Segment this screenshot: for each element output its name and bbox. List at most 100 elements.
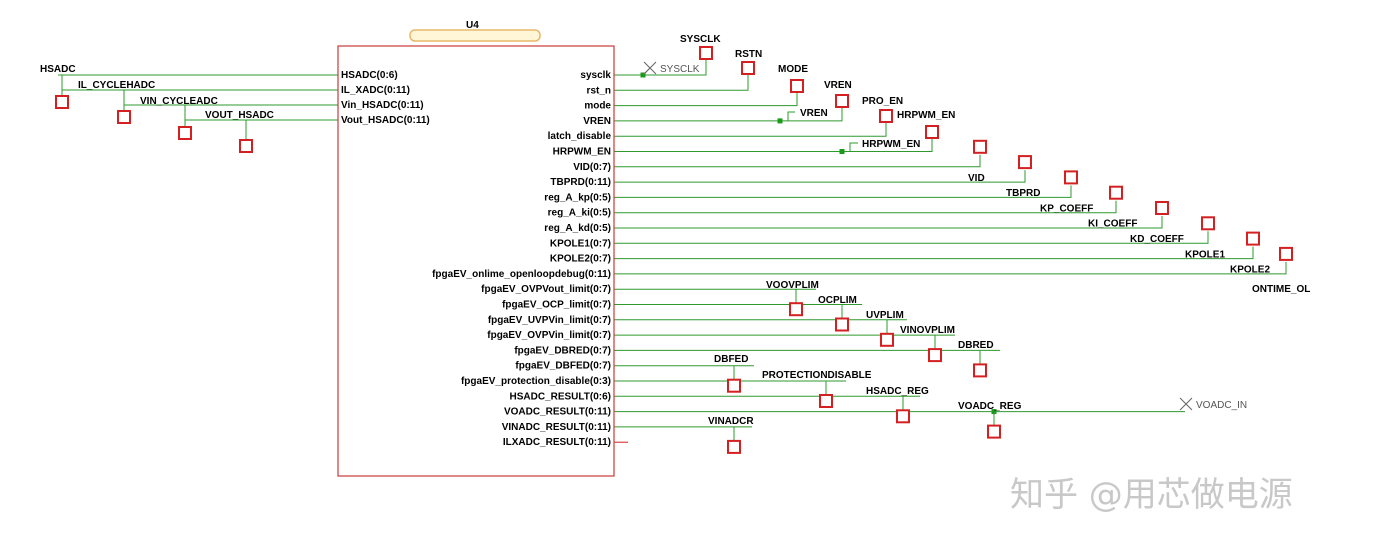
net-label-vid: VID (968, 173, 985, 184)
net-label-sysclk: SYSCLK (680, 34, 721, 45)
net-label-tbprd: TBPRD (1006, 188, 1040, 199)
component-ref: U4 (466, 20, 479, 31)
pin-label-out-16: fpgaEV_UVPVin_limit(0:7) (488, 315, 611, 326)
wire-right-9 (614, 200, 1117, 214)
pin-label-out-14: fpgaEV_OVPVout_limit(0:7) (481, 284, 611, 295)
port-vid[interactable] (973, 139, 987, 154)
wire-latch (614, 122, 887, 137)
net-label-mode: MODE (778, 64, 808, 75)
port-hsadc-reg[interactable] (896, 409, 910, 424)
offpage-vren: VREN (800, 108, 828, 119)
net-label-ki_coeff: KI_COEFF (1088, 219, 1137, 230)
offpage-sysclk: SYSCLK (660, 64, 700, 75)
port-vinadcr[interactable] (727, 439, 741, 454)
port-kpole1[interactable] (1201, 216, 1215, 231)
pin-label-out-24: ILXADC_RESULT(0:11) (503, 437, 611, 448)
net-label-kpole1: KPOLE1 (1185, 249, 1225, 260)
port-vren[interactable] (835, 94, 849, 108)
pin-label-out-11: KPOLE1(0:7) (550, 238, 611, 249)
port-kpole2[interactable] (1246, 231, 1260, 246)
wire-vren (614, 107, 843, 122)
pin-label-out-17: fpgaEV_OVPVin_limit(0:7) (487, 330, 611, 341)
pin-label-out-7: TBPRD(0:11) (550, 177, 611, 188)
net-label-uvplim: UVPLIM (866, 310, 904, 321)
port-voadc-reg[interactable] (987, 424, 1001, 439)
port-ki_coeff[interactable] (1109, 185, 1123, 200)
pin-label-out-19: fpgaEV_DBFED(0:7) (515, 361, 611, 372)
offpage-hrpwm: HRPWM_EN (862, 139, 920, 150)
net-label-kpole2: KPOLE2 (1230, 265, 1270, 276)
noconnect-voadc-in (1179, 397, 1193, 411)
net-label-vout_hsadc: VOUT_HSADC (205, 110, 274, 121)
port-pro-en[interactable] (879, 109, 893, 123)
wire-hrpwm-offpage (849, 142, 858, 152)
net-label-dbred: DBRED (958, 340, 994, 351)
net-label-vin_cycleadc: VIN_CYCLEADC (140, 96, 218, 107)
junction-vren (777, 118, 783, 124)
pin-label-out-22: VOADC_RESULT(0:11) (504, 407, 611, 418)
pin-label-out-23: VINADC_RESULT(0:11) (502, 422, 611, 433)
port-ocplim[interactable] (835, 317, 849, 332)
wire-vren-offpage (787, 111, 795, 121)
pin-label-out-0: sysclk (580, 70, 611, 81)
port-hsadc[interactable] (55, 95, 69, 109)
port-sysclk[interactable] (699, 46, 713, 60)
net-label-rstn: RSTN (735, 49, 762, 60)
net-label-kd_coeff: KD_COEFF (1130, 234, 1184, 245)
port-rstn[interactable] (741, 61, 755, 75)
pin-label-out-3: VREN (583, 116, 611, 127)
net-label-vren: VREN (824, 80, 852, 91)
pin-label-in-0: HSADC(0:6) (341, 70, 398, 81)
net-label-kp_coeff: KP_COEFF (1040, 203, 1093, 214)
pin-label-out-9: reg_A_ki(0:5) (548, 208, 611, 219)
port-vin_cycleadc[interactable] (178, 126, 192, 140)
wire-hrpwm (614, 138, 933, 152)
port-kp_coeff[interactable] (1064, 170, 1078, 185)
pin-label-out-4: latch_disable (548, 131, 612, 142)
component-value-highlight (409, 29, 541, 42)
port-dbred[interactable] (973, 363, 987, 378)
port-mode[interactable] (790, 79, 804, 93)
pin-label-out-12: KPOLE2(0:7) (550, 254, 611, 265)
net-label-dbfed: DBFED (714, 354, 748, 365)
port-vinovplim[interactable] (928, 348, 942, 363)
port-tbprd[interactable] (1018, 155, 1032, 170)
ports-layer (55, 46, 1293, 454)
pin-label-out-10: reg_A_kd(0:5) (544, 223, 611, 234)
port-vout_hsadc[interactable] (239, 139, 253, 153)
pin-label-in-1: IL_XADC(0:11) (341, 85, 410, 96)
pin-label-out-5: HRPWM_EN (553, 147, 611, 158)
net-label-hrpwm-en: HRPWM_EN (897, 110, 955, 121)
wire-right-12 (614, 246, 1254, 260)
component-body[interactable] (337, 45, 615, 477)
pin-label-out-21: HSADC_RESULT(0:6) (510, 391, 612, 402)
port-uvplim[interactable] (880, 332, 894, 347)
net-label-voadc-reg: VOADC_REG (958, 401, 1022, 412)
pin-labels-layer: HSADC(0:6) IL_XADC(0:11) Vin_HSADC(0:11) Vo… (341, 70, 611, 448)
port-kd_coeff[interactable] (1155, 201, 1169, 215)
port-il_cyclehadc[interactable] (117, 110, 131, 124)
noconnect-sysclk (643, 61, 657, 75)
pin-label-out-20: fpgaEV_protection_disable(0:3) (461, 376, 611, 387)
wire-right-10 (614, 216, 1163, 229)
wires-layer (58, 59, 1287, 443)
port-protectiondisable[interactable] (819, 394, 833, 408)
pin-label-in-2: Vin_HSADC(0:11) (341, 100, 424, 111)
port-ontime-ol[interactable] (1279, 246, 1293, 261)
wire-right-13 (614, 261, 1287, 275)
pin-label-out-15: fpgaEV_OCP_limit(0:7) (502, 300, 611, 311)
port-dbfed[interactable] (727, 378, 741, 393)
pin-label-out-18: fpgaEV_DBRED(0:7) (514, 345, 611, 356)
net-label-ontime-ol: ONTIME_OL (1252, 284, 1310, 295)
pin-label-in-3: Vout_HSADC(0:11) (341, 115, 430, 126)
wire-right-11 (614, 231, 1209, 244)
wire-rstn (614, 74, 749, 91)
port-voovplim[interactable] (789, 302, 803, 317)
port-hrpwm-en[interactable] (925, 125, 939, 139)
net-label-vinovplim: VINOVPLIM (900, 325, 955, 336)
pin-label-out-2: mode (584, 101, 611, 112)
pin-label-out-6: VID(0:7) (573, 162, 611, 173)
